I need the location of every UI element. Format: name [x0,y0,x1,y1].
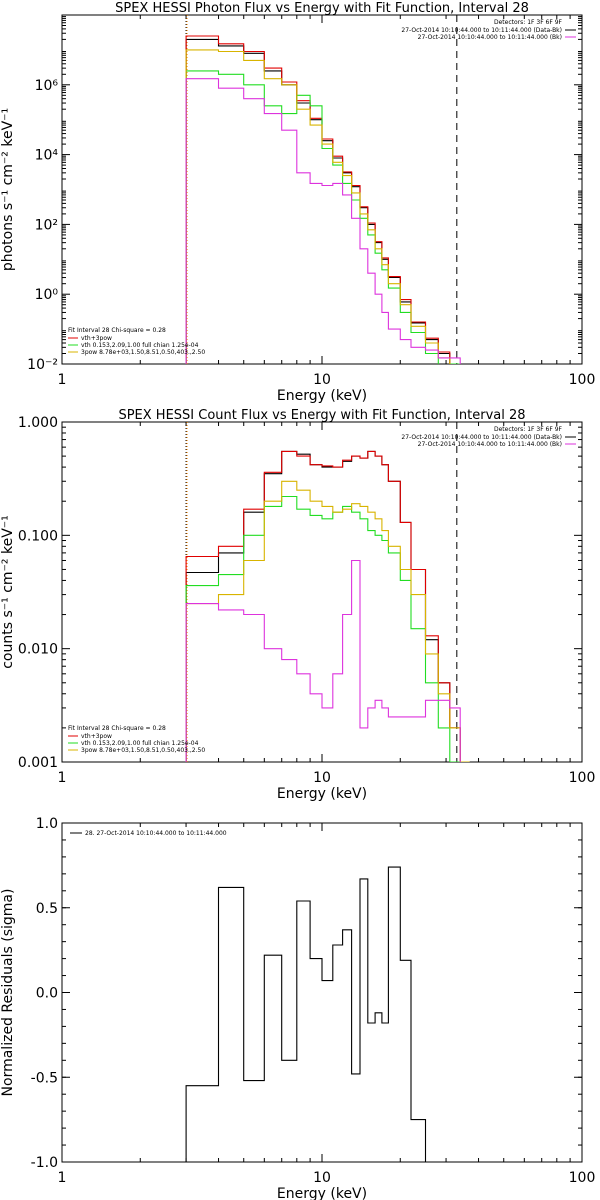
x-tick-label: 1 [58,1170,67,1186]
series-magenta-line [185,78,461,364]
legend-entry-label: vth 0.153,2.09,1.00 full chian 1.25e-04 [81,740,199,747]
y-axis-label: photons s⁻¹ cm⁻² keV⁻¹ [0,108,16,271]
y-tick-label: -0.5 [31,1070,58,1086]
legend-header: Fit Interval 28 Chi-square = 0.28 [68,327,166,334]
photon-flux-panel: SPEX HESSI Photon Flux vs Energy with Fi… [0,1,595,404]
legend-header: Detectors: 1F 3F 6F 9F [494,426,563,433]
x-tick-label: 10 [313,372,331,388]
x-tick-label: 100 [569,1170,596,1186]
plot-frame [61,14,583,365]
plot-frame [61,822,583,1163]
y-tick-label: 0.5 [36,901,58,917]
legend-header: Fit Interval 28 Chi-square = 0.28 [68,725,166,732]
x-tick-label: 100 [569,372,596,388]
residuals-panel: 1 10 100 -1.0 -0.5 0.0 0.5 1.0 Energy (keV) Norma… [0,816,595,1200]
series-yellow-line [185,480,470,762]
x-axis-label: Energy (keV) [277,786,367,802]
x-axis-label: Energy (keV) [277,388,367,404]
legend-entry-label: vth+3pow [81,335,112,342]
x-tick-label: 100 [569,770,596,786]
count-flux-panel: SPEX HESSI Count Flux vs Energy with Fit… [0,408,595,802]
series-red-line [185,450,461,762]
y-tick-label: 0.100 [18,528,58,544]
y-tick-label: 10⁶ [35,78,59,94]
legend-entry-label: vth 0.153,2.09,1.00 full chian 1.25e-04 [81,342,199,349]
x-tick-label: 10 [313,1170,331,1186]
y-axis-label: counts s⁻¹ cm⁻² keV⁻¹ [0,515,16,669]
legend-entry-label: 3pow 8.78e+03,1.50,8.51,0.50,403.,2.50 [81,747,205,754]
series-magenta-line [185,559,461,762]
legend-entry-label: vth+3pow [81,733,112,740]
y-tick-label: 0.001 [18,755,58,771]
y-tick-label: 1.000 [18,415,58,431]
plot-frame [61,421,583,763]
legend-entry-label: 28. 27-Oct-2014 10:10:44.000 to 10:11:44… [85,830,227,837]
series-yellow-line [185,49,471,364]
y-axis-label: Normalized Residuals (sigma) [0,889,16,1097]
x-tick-label: 10 [313,770,331,786]
legend-entry-label: 3pow 8.78e+03,1.50,8.51,0.50,403.,2.50 [81,349,205,356]
legend-entry-label: 27-Oct-2014 10:10:44.000 to 10:11:44.000… [401,434,562,441]
series-green-line [185,495,461,762]
series-black-line [185,38,461,364]
y-tick-label: 10⁴ [35,148,59,164]
series-red-line [185,35,461,364]
y-tick-label: -1.0 [31,1155,58,1171]
legend-entry-label: 27-Oct-2014 10:10:44.000 to 10:11:44.000… [401,27,562,34]
chart-title: SPEX HESSI Count Flux vs Energy with Fit… [118,408,525,423]
legend-entry-label: 27-Oct-2014 10:10:44.000 to 10:11:44.000… [418,34,562,41]
y-tick-label: 10⁻² [27,357,58,373]
y-tick-label: 0.0 [36,986,58,1002]
x-axis-label: Energy (keV) [277,1186,367,1200]
y-tick-label: 10⁰ [35,287,59,303]
x-tick-label: 1 [58,372,67,388]
y-tick-label: 1.0 [36,816,58,832]
legend-header: Detectors: 1F 3F 6F 9F [494,19,563,26]
legend-entry-label: 27-Oct-2014 10:10:44.000 to 10:11:44.000… [418,441,562,448]
y-tick-label: 0.010 [18,642,58,658]
chart-title: SPEX HESSI Photon Flux vs Energy with Fi… [115,1,529,16]
x-tick-label: 1 [58,770,67,786]
y-tick-label: 10² [35,217,58,233]
series-black-line [185,450,461,762]
series-black-line [185,866,427,1162]
